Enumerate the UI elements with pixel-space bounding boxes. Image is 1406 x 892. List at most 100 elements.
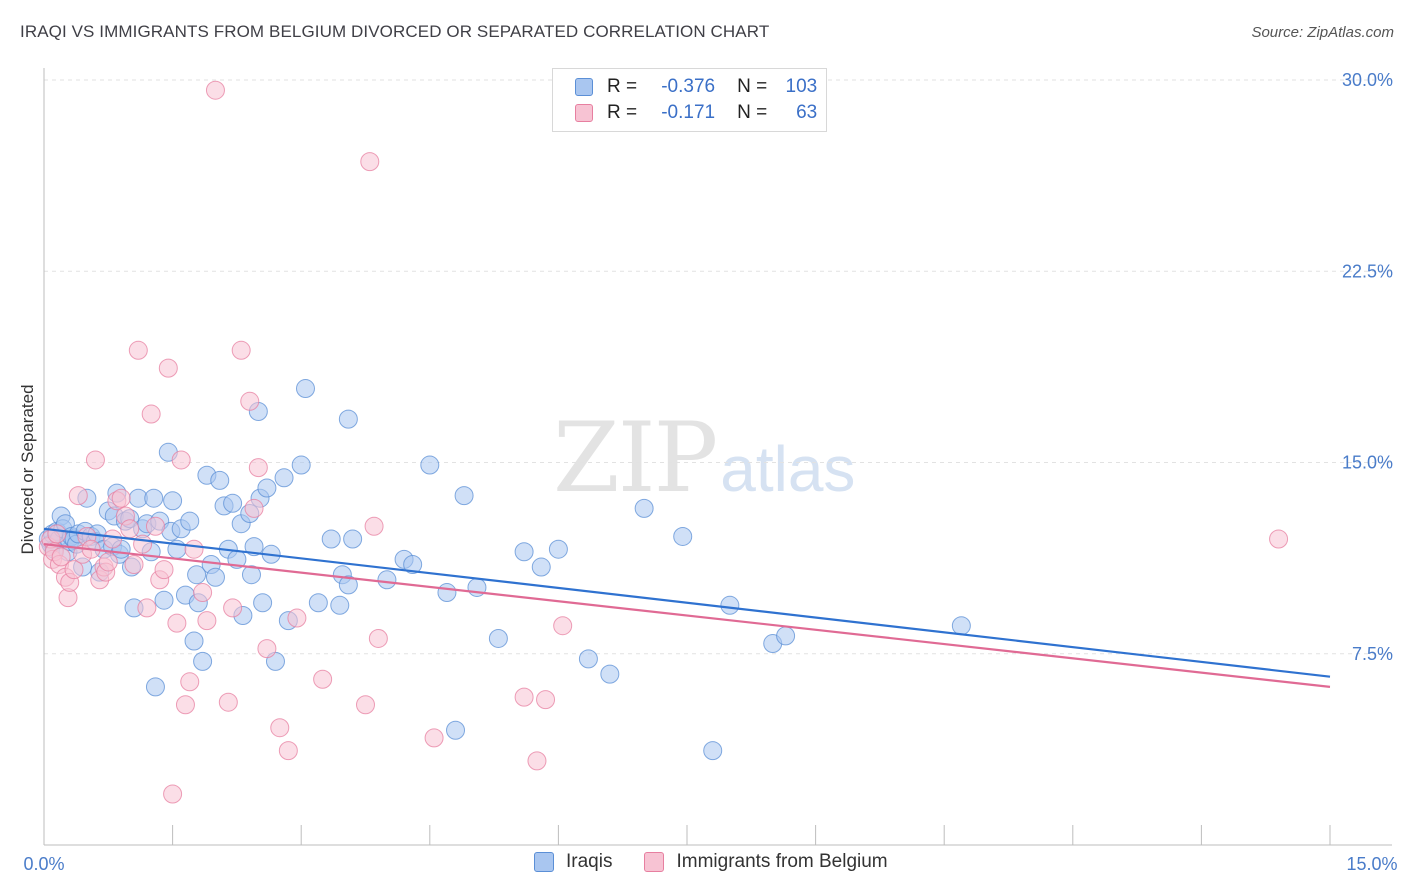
belgium-point (68, 486, 88, 506)
iraqi-point (223, 493, 243, 513)
belgium-point (51, 547, 71, 567)
belgium-point (313, 669, 333, 689)
belgium-point (180, 672, 200, 692)
iraqi-trend-line (43, 527, 1331, 678)
belgium-point (514, 687, 534, 707)
legend-row-iraqis: R = -0.376 N = 103 (575, 74, 817, 100)
iraqi-point (187, 565, 207, 585)
iraqi-point (295, 379, 315, 399)
iraqi-point (210, 470, 230, 490)
iraqi-point (154, 590, 174, 610)
iraqi-point (951, 616, 971, 636)
legend-r-value: -0.171 (661, 102, 716, 123)
belgium-point (248, 458, 268, 478)
belgium-point (223, 598, 243, 618)
belgium-point (64, 560, 84, 580)
chart-title: IRAQI VS IMMIGRANTS FROM BELGIUM DIVORCE… (20, 22, 770, 41)
iraqi-point (205, 567, 225, 587)
belgium-point (145, 516, 165, 536)
belgium-point (85, 450, 105, 470)
legend-swatch-pink (575, 104, 593, 122)
series-legend: Iraqis Immigrants from Belgium (534, 851, 920, 873)
iraqi-point (514, 542, 534, 562)
legend-series-name: Iraqis (566, 851, 613, 872)
belgium-point (137, 598, 157, 618)
belgium-point (240, 391, 260, 411)
belgium-point (163, 784, 183, 804)
iraqi-point (703, 741, 723, 761)
iraqi-point (257, 478, 277, 498)
belgium-point (171, 450, 191, 470)
iraqi-point (403, 555, 423, 574)
iraqi-point (330, 595, 350, 615)
iraqi-point (437, 583, 457, 603)
iraqi-point (291, 455, 311, 475)
iraqi-point (420, 455, 440, 475)
belgium-point (424, 728, 444, 748)
belgium-point (197, 611, 217, 631)
legend-row-belgium: R = -0.171 N = 63 (575, 100, 817, 126)
iraqi-point (776, 626, 796, 646)
iraqi-point (720, 595, 740, 615)
belgium-point (287, 608, 307, 628)
legend-r-value: -0.376 (661, 76, 716, 97)
iraqi-point (673, 526, 693, 546)
belgium-point (158, 358, 178, 378)
belgium-point (527, 751, 547, 771)
legend-n-label: N = (737, 76, 768, 97)
belgium-point (257, 639, 277, 659)
iraqi-point (634, 498, 654, 518)
belgium-point (356, 695, 375, 715)
belgium-point (128, 340, 148, 360)
iraqi-point (145, 677, 165, 697)
iraqi-point (600, 664, 620, 684)
iraqi-point (241, 565, 261, 585)
belgium-point (184, 539, 204, 559)
x-tick-label: 15.0% (1346, 854, 1397, 874)
correlation-legend: R = -0.376 N = 103 R = -0.171 N = 63 (552, 68, 827, 132)
iraqi-point (343, 529, 363, 549)
iraqi-point (377, 570, 397, 590)
belgium-point (536, 690, 556, 710)
belgium-point (175, 695, 195, 715)
belgium-point (364, 516, 384, 536)
belgium-point (133, 534, 153, 554)
iraqi-point (144, 488, 164, 508)
source-label: Source: ZipAtlas.com (1251, 24, 1394, 41)
legend-item-belgium[interactable]: Immigrants from Belgium (644, 851, 888, 873)
iraqi-point (578, 649, 598, 669)
legend-item-iraqis[interactable]: Iraqis (534, 851, 612, 873)
legend-n-value: 103 (785, 76, 818, 97)
belgium-point (244, 498, 264, 518)
iraqi-point (193, 651, 213, 671)
watermark: ZIPatlas (553, 402, 855, 514)
iraqi-point (244, 537, 264, 557)
belgium-point (167, 613, 187, 633)
belgium-point (98, 552, 118, 572)
iraqi-point (253, 593, 273, 613)
iraqi-point (531, 557, 551, 577)
iraqi-point (488, 628, 508, 648)
y-axis-title: Divorced or Separated (18, 384, 37, 554)
iraqi-point (446, 720, 466, 740)
iraqi-point (274, 468, 294, 488)
belgium-point (368, 628, 388, 648)
iraqi-point (163, 491, 183, 511)
belgium-point (47, 524, 67, 544)
watermark-atlas: atlas (720, 433, 856, 505)
belgium-point (141, 404, 161, 424)
iraqi-point (308, 593, 328, 613)
legend-swatch-pink (644, 852, 665, 872)
iraqi-point (321, 529, 341, 549)
legend-n-label: N = (737, 102, 768, 123)
y-tick-label: 30.0% (1342, 70, 1393, 90)
iraqi-point (454, 486, 474, 506)
belgium-point (1269, 529, 1289, 549)
legend-series-name: Immigrants from Belgium (676, 851, 888, 872)
belgium-point (154, 560, 174, 580)
legend-r-label: R = (607, 102, 638, 123)
belgium-point (124, 555, 144, 574)
watermark-zip: ZIP (553, 402, 718, 514)
legend-r-label: R = (607, 76, 638, 97)
legend-n-value: 63 (796, 102, 818, 123)
